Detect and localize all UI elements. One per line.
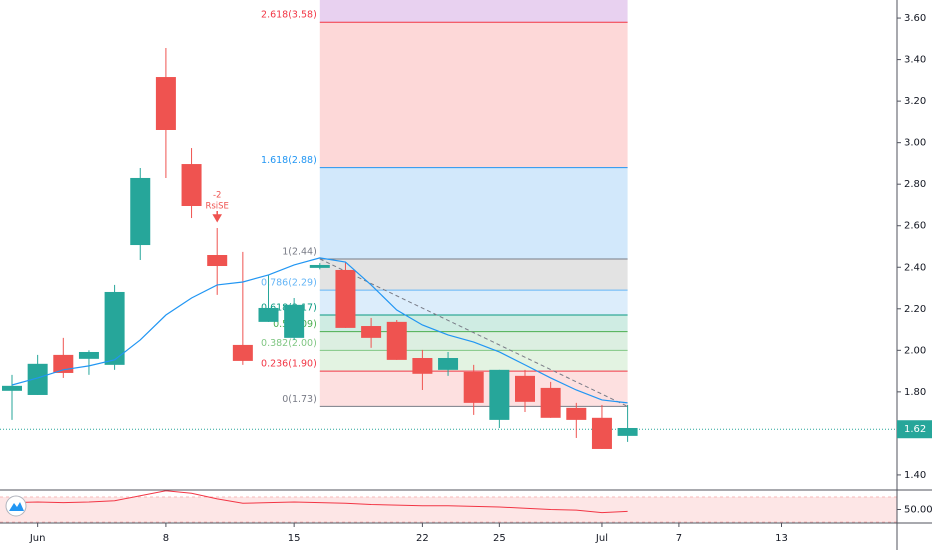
fib-band	[319, 0, 628, 23]
candle-body	[617, 427, 638, 436]
y-tick-label: 1.80	[904, 387, 926, 398]
x-tick-label: 8	[163, 533, 169, 544]
fib-band	[319, 258, 628, 291]
ma-line	[11, 257, 628, 404]
candle-body	[155, 77, 176, 130]
y-tick-label: 2.80	[904, 179, 926, 190]
fib-band	[319, 167, 628, 259]
y-tick-label: 2.40	[904, 262, 926, 273]
candle-body	[284, 304, 305, 338]
y-tick-label: 3.60	[904, 13, 926, 24]
fib-band	[319, 22, 628, 168]
candle-body	[515, 375, 535, 402]
candle-body	[258, 307, 279, 322]
candle-body	[386, 321, 407, 360]
candle-body	[27, 363, 48, 395]
candle-body	[309, 264, 330, 268]
fib-label: 0(1.73)	[282, 394, 317, 405]
annotation-arrow	[212, 211, 223, 223]
fib-label: 2.618(3.58)	[261, 10, 317, 21]
candle-body	[489, 369, 510, 420]
fib-band	[319, 290, 628, 316]
logo	[5, 495, 27, 517]
y-tick-label: 2.60	[904, 221, 926, 232]
candle-body	[566, 407, 587, 420]
annotation: -2	[213, 191, 221, 201]
candle-body	[232, 344, 253, 361]
candle-body	[78, 351, 99, 359]
logo-mark	[9, 502, 24, 511]
rsi-line	[11, 490, 628, 514]
candle-body	[104, 291, 125, 365]
y-tick-label: 1.40	[904, 470, 926, 481]
x-tick-label: 15	[288, 533, 301, 544]
fib-label: 1.618(2.88)	[261, 155, 317, 166]
y-tick-label: 2.20	[904, 304, 926, 315]
fib-label: 0.236(1.90)	[261, 359, 317, 370]
y-tick-label: 3.20	[904, 96, 926, 107]
x-tick-label: 25	[493, 533, 506, 544]
x-tick-label: 13	[775, 533, 788, 544]
candle-body	[361, 326, 382, 338]
y-tick-label: 2.00	[904, 345, 926, 356]
last-price-label: 1.62	[904, 424, 926, 435]
candle-body	[463, 371, 484, 403]
rsi-tick-label: 50.00	[904, 505, 932, 516]
candle-body	[540, 387, 561, 418]
fib-label: 0.382(2.00)	[261, 338, 317, 349]
annotation: RsiSE	[205, 202, 228, 212]
x-tick-label: 7	[676, 533, 682, 544]
x-tick-label: Jun	[29, 533, 46, 544]
rsi-band	[0, 497, 897, 522]
candle-body	[207, 255, 228, 267]
y-tick-label: 3.00	[904, 138, 926, 149]
candle-body	[412, 358, 433, 374]
candle-body	[2, 385, 22, 391]
candle-body	[181, 164, 202, 206]
fib-label: 0.786(2.29)	[261, 278, 317, 289]
candle-body	[591, 417, 612, 449]
x-tick-label: Jul	[595, 533, 608, 544]
candle-body	[53, 354, 74, 373]
candle-body	[335, 269, 356, 328]
candle-body	[438, 358, 459, 370]
y-tick-label: 3.40	[904, 55, 926, 66]
fib-label: 1(2.44)	[282, 246, 317, 257]
candle-body	[130, 177, 151, 246]
fib-trend-line	[319, 258, 628, 407]
last-price-box	[897, 420, 932, 439]
x-tick-label: 22	[416, 533, 429, 544]
